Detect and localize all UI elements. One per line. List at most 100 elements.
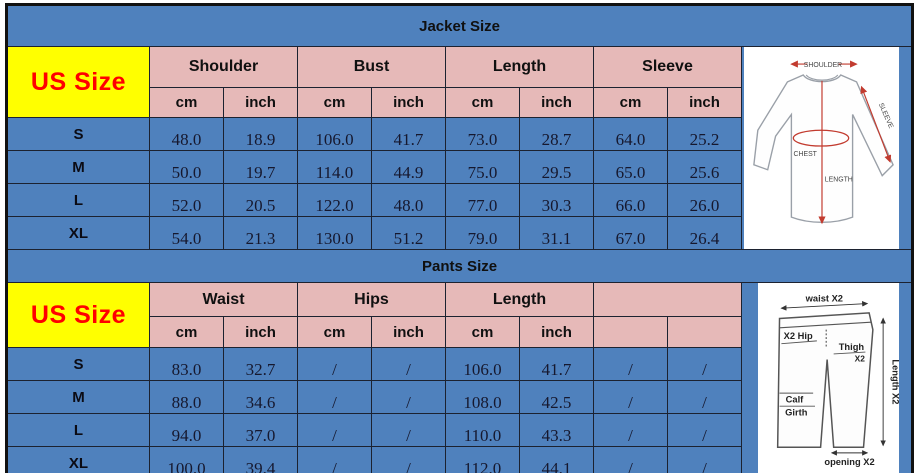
cell-value: / [371,413,446,447]
thigh-line [833,351,865,355]
sleeve-arrow [860,85,892,163]
pants-empty-unit-cell [593,316,668,348]
pants-measurement-diagram: waist X2 X2 Hip Thigh X2 Length X2 Calf … [758,283,900,473]
jacket-diagram-icon: SHOULDER SLEEVE CHEST LENGTH [753,60,894,224]
chest-label: CHEST [794,150,818,157]
jacket-shoulder-inch-header: inch [223,87,298,118]
pants-diagram-icon: waist X2 X2 Hip Thigh X2 Length X2 Calf … [776,294,899,467]
pants-group-empty [593,282,742,317]
waistband-line [779,321,871,329]
waist-arrow [780,301,868,311]
cell-value: 41.7 [371,117,446,151]
jacket-collar-line [805,74,839,81]
pants-length-inch-header: inch [519,316,594,348]
pants-row-xl: XL 100.0 39.4 / / 112.0 44.1 / / [6,446,913,473]
cell-value: 43.3 [519,413,594,447]
cell-value: 51.2 [371,216,446,250]
cell-value: 67.0 [593,216,668,250]
calf-label: Calf [785,394,804,404]
cell-value: 130.0 [297,216,372,250]
pants-hips-cm-header: cm [297,316,372,348]
jacket-length-cm-header: cm [445,87,520,118]
size-label: L [6,413,150,447]
cell-value: / [593,380,668,414]
size-label: XL [6,216,150,250]
cell-value: 54.0 [149,216,224,250]
cell-value: 79.0 [445,216,520,250]
cell-value: 20.5 [223,183,298,217]
cell-value: 106.0 [445,347,520,381]
cell-value: 34.6 [223,380,298,414]
thigh-label: Thigh [838,342,864,352]
cell-value: 30.3 [519,183,594,217]
cell-value: 73.0 [445,117,520,151]
jacket-bust-inch-header: inch [371,87,446,118]
cell-value: 19.7 [223,150,298,184]
pants-empty-unit-cell [667,316,742,348]
pants-group-length: Length [445,282,594,317]
jacket-measurement-diagram: SHOULDER SLEEVE CHEST LENGTH [744,47,900,249]
jacket-shoulder-cm-header: cm [149,87,224,118]
jacket-row-m: M 50.0 19.7 114.0 44.9 75.0 29.5 65.0 25… [6,150,913,184]
cell-value: / [593,413,668,447]
cell-value: / [297,347,372,381]
size-label: M [6,380,150,414]
cell-value: / [667,380,742,414]
jacket-group-shoulder: Shoulder [149,46,298,88]
cell-value: / [297,446,372,473]
girth-label: Girth [785,408,808,418]
opening-label: opening X2 [824,457,874,467]
cell-value: 39.4 [223,446,298,473]
jacket-row-s: S 48.0 18.9 106.0 41.7 73.0 28.7 64.0 25… [6,117,913,151]
cell-value: 29.5 [519,150,594,184]
jacket-bust-cm-header: cm [297,87,372,118]
cell-value: 25.6 [667,150,742,184]
cell-value: 110.0 [445,413,520,447]
jacket-group-sleeve: Sleeve [593,46,742,88]
jacket-sleeve-inch-header: inch [667,87,742,118]
cell-value: 42.5 [519,380,594,414]
jacket-outline [753,73,894,223]
pants-group-hips: Hips [297,282,446,317]
size-label: S [6,117,150,151]
cell-value: / [297,413,372,447]
cell-value: 122.0 [297,183,372,217]
cell-value: 83.0 [149,347,224,381]
hip-label: X2 Hip [783,331,812,341]
sleeve-label: SLEEVE [877,102,894,130]
cell-value: 44.9 [371,150,446,184]
pants-outline [776,312,874,449]
cell-value: 48.0 [149,117,224,151]
jacket-group-length: Length [445,46,594,88]
size-label: S [6,347,150,381]
cell-value: 52.0 [149,183,224,217]
jacket-group-bust: Bust [297,46,446,88]
cell-value: 100.0 [149,446,224,473]
size-label: XL [6,446,150,473]
length-label: LENGTH [825,176,853,183]
cell-value: 65.0 [593,150,668,184]
cell-value: / [371,446,446,473]
cell-value: / [667,347,742,381]
cell-value: / [667,413,742,447]
cell-value: / [371,380,446,414]
cell-value: 88.0 [149,380,224,414]
cell-value: 26.0 [667,183,742,217]
cell-value: / [297,380,372,414]
waist-label: waist X2 [804,294,842,304]
jacket-us-size-header: US Size [6,46,150,118]
cell-value: 37.0 [223,413,298,447]
cell-value: 112.0 [445,446,520,473]
cell-value: 21.3 [223,216,298,250]
cell-value: 77.0 [445,183,520,217]
size-label: M [6,150,150,184]
shoulder-label: SHOULDER [804,62,842,69]
pants-group-waist: Waist [149,282,298,317]
jacket-section-title: Jacket Size [5,4,914,47]
pants-row-l: L 94.0 37.0 / / 110.0 43.3 / / [6,413,913,447]
pants-length-cm-header: cm [445,316,520,348]
hip-line [780,340,817,345]
cell-value: 44.1 [519,446,594,473]
pants-section-title: Pants Size [5,249,914,283]
